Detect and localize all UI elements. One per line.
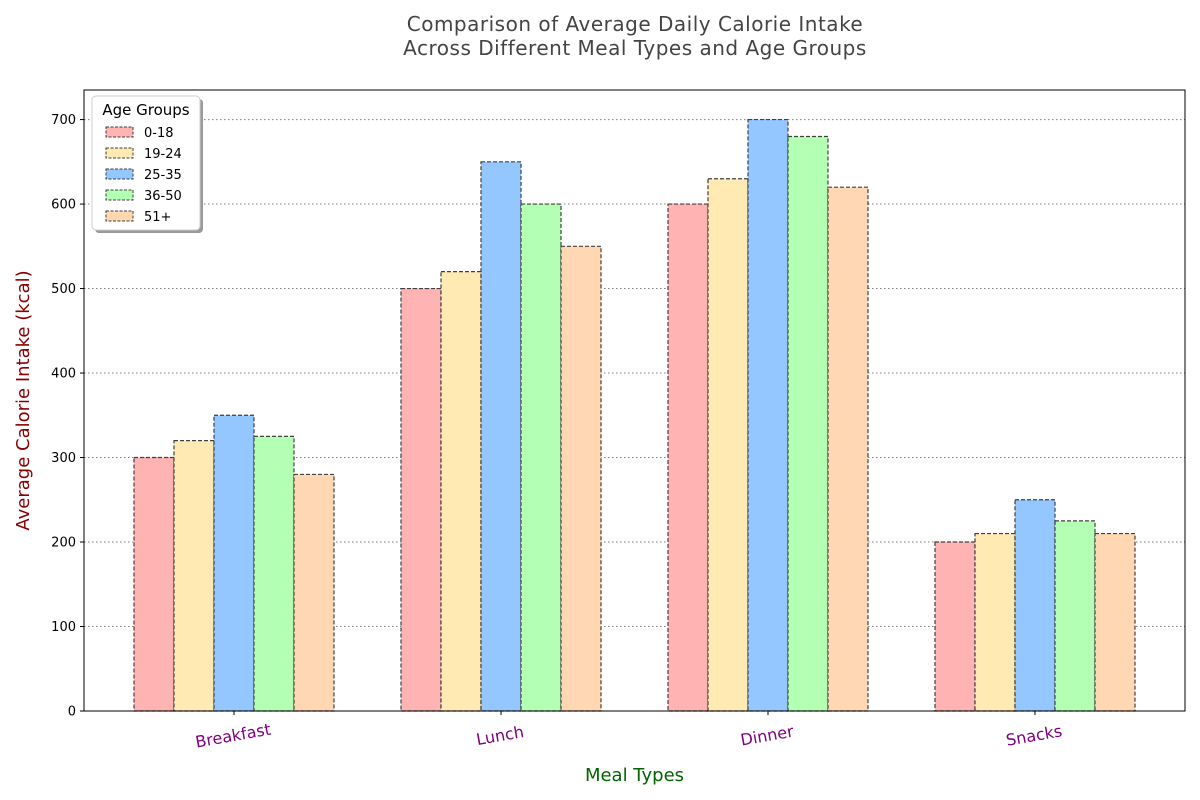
- bar-0-18-Dinner: [667, 203, 709, 712]
- legend-swatch-51+: [105, 210, 134, 222]
- legend-swatch-19-24: [105, 147, 134, 159]
- bar-51+-Snacks: [1094, 532, 1136, 712]
- y-tick-label: 400: [51, 367, 76, 382]
- bar-36-50-Breakfast: [253, 435, 295, 712]
- legend: Age Groups 0-18 19-24 25-35 36-50 51+: [91, 95, 203, 233]
- legend-swatch-36-50: [105, 189, 134, 201]
- bar-0-18-Breakfast: [133, 456, 175, 712]
- bar-0-18-Lunch: [400, 287, 442, 712]
- bar-51+-Breakfast: [293, 473, 335, 712]
- y-tick-label: 600: [51, 198, 76, 213]
- bar-25-35-Lunch: [480, 161, 522, 712]
- bar-19-24-Lunch: [440, 271, 482, 712]
- x-tick-label: Snacks: [1005, 721, 1064, 750]
- x-axis-ticks: Breakfast Lunch Dinner Snacks: [194, 711, 1064, 752]
- x-tick-label: Dinner: [739, 722, 795, 750]
- bar-36-50-Lunch: [520, 203, 562, 712]
- bar-51+-Lunch: [560, 245, 602, 712]
- bar-25-35-Dinner: [747, 118, 789, 712]
- x-tick-label: Lunch: [475, 722, 525, 749]
- legend-label-25-35: 25-35: [144, 168, 182, 183]
- legend-label-51+: 51+: [144, 210, 171, 225]
- bar-19-24-Breakfast: [173, 440, 215, 712]
- bar-19-24-Snacks: [974, 532, 1016, 712]
- y-tick-label: 300: [51, 451, 76, 466]
- y-tick-label: 200: [51, 536, 76, 551]
- y-axis-label: Average Calorie Intake (kcal): [13, 270, 34, 530]
- y-tick-label: 0: [68, 705, 76, 720]
- bar-36-50-Snacks: [1054, 520, 1096, 712]
- legend-label-19-24: 19-24: [144, 147, 182, 162]
- legend-title: Age Groups: [102, 101, 189, 119]
- x-axis-label: Meal Types: [585, 765, 684, 786]
- x-tick-label: Breakfast: [194, 720, 272, 752]
- chart-title-line: Comparison of Average Daily Calorie Inta…: [407, 12, 864, 36]
- bar-36-50-Dinner: [787, 135, 829, 712]
- legend-label-36-50: 36-50: [144, 189, 182, 204]
- legend-swatch-0-18: [105, 126, 134, 138]
- bar-25-35-Snacks: [1014, 499, 1056, 712]
- bars: [133, 118, 1136, 712]
- plot-frame: [83, 89, 1186, 712]
- legend-swatch-25-35: [105, 168, 134, 180]
- bar-25-35-Breakfast: [213, 414, 255, 712]
- bar-19-24-Dinner: [707, 178, 749, 712]
- legend-label-0-18: 0-18: [144, 126, 174, 141]
- y-tick-label: 100: [51, 620, 76, 635]
- y-tick-label: 500: [51, 282, 76, 297]
- y-tick-label: 700: [51, 113, 76, 128]
- chart-title: Comparison of Average Daily Calorie Inta…: [403, 12, 867, 60]
- bar-0-18-Snacks: [934, 541, 976, 712]
- y-axis-ticks: 0 100 200 300 400 500 600 700: [51, 113, 84, 720]
- bar-51+-Dinner: [827, 186, 869, 712]
- chart-title-line: Across Different Meal Types and Age Grou…: [403, 36, 867, 60]
